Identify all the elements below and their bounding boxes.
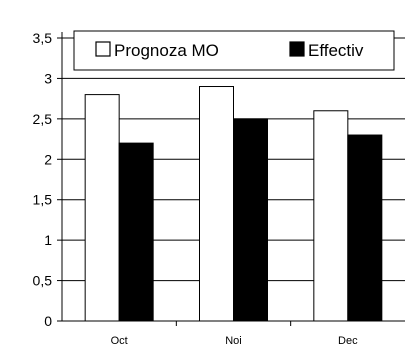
bar-dec-prognoza [313,110,349,322]
y-tick-label: 3,5 [33,30,53,46]
legend-swatch-prognoza [95,41,111,57]
legend-frame [73,30,395,71]
y-tick-label: 3 [44,70,52,86]
y-tick-label: 0,5 [33,273,53,289]
y-tick-label: 0 [44,313,52,329]
x-category-label: Noi [225,335,242,346]
y-tick-label: 1 [44,232,52,248]
x-category-label: Dec [338,335,358,346]
legend-label-prognoza: Prognoza MO [114,41,219,60]
bar-noi-prognoza [199,86,234,322]
legend-swatch-effectiv [289,41,305,57]
x-category-labels: Oct Noi Dec [111,335,359,346]
axes [57,32,405,326]
bar-dec-effectiv [347,134,383,322]
bar-noi-effectiv [233,118,268,322]
bars [84,86,383,322]
y-tick-labels: 0 0,5 1 1,5 2 2,5 3 3,5 [33,30,53,329]
y-tick-label: 2,5 [33,111,53,127]
x-category-label: Oct [111,335,128,346]
legend: Prognoza MO Effectiv [73,30,395,71]
legend-label-effectiv: Effectiv [308,41,364,60]
bar-oct-effectiv [118,142,154,322]
bar-oct-prognoza [84,94,120,322]
y-tick-label: 1,5 [33,192,53,208]
y-tick-label: 2 [44,151,52,167]
